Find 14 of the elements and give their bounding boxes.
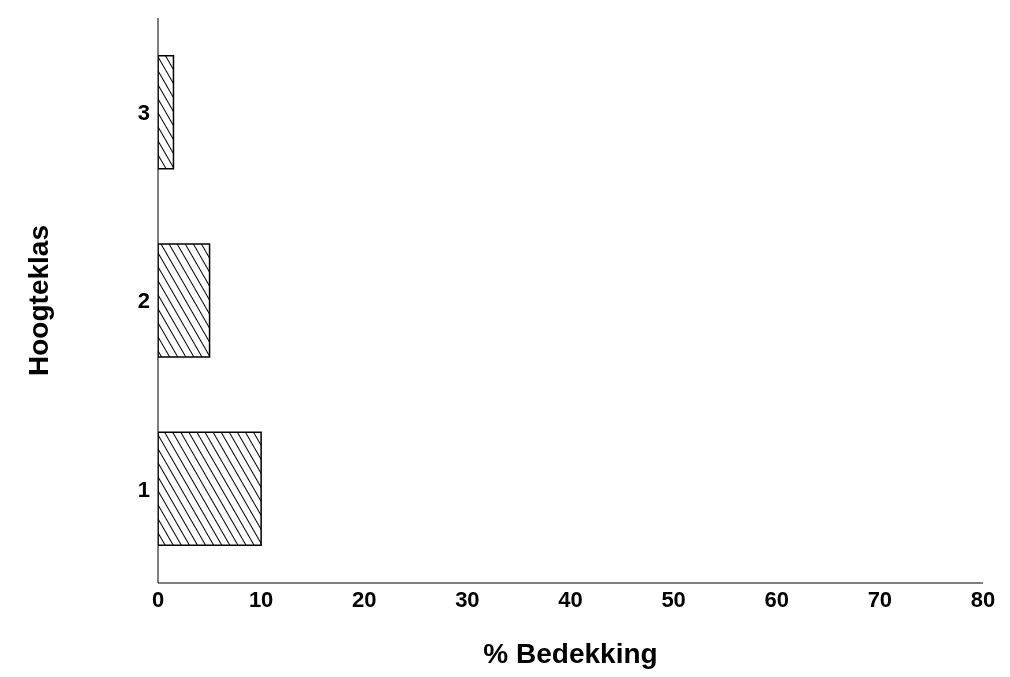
x-tick-label: 20 (352, 586, 377, 612)
y-axis-title: Hoogteklas (22, 225, 54, 376)
x-tick-label: 60 (764, 586, 789, 612)
x-tick-label: 80 (970, 586, 996, 612)
x-tick-label: 0 (151, 586, 165, 612)
x-tick-label: 10 (248, 586, 274, 612)
y-tick-label: 1 (137, 476, 150, 502)
y-tick-label: 2 (137, 288, 150, 314)
y-tick-label: 3 (137, 99, 150, 125)
x-tick-label: 70 (867, 586, 893, 612)
x-axis-title: % Bedekking (483, 638, 658, 669)
x-tick-label: 50 (661, 586, 686, 612)
x-tick-label: 40 (558, 586, 583, 612)
x-tick-label: 30 (455, 586, 480, 612)
